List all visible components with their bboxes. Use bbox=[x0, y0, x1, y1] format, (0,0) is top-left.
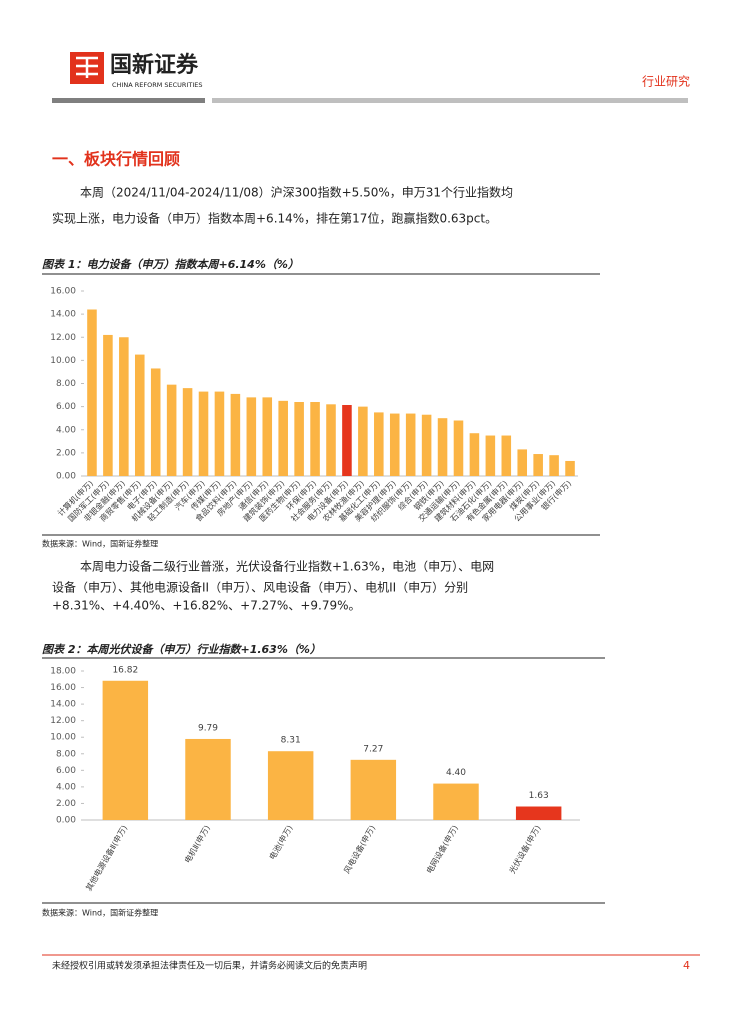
bar bbox=[485, 435, 496, 476]
bar bbox=[565, 460, 575, 476]
y-tick-label: 2.00 bbox=[56, 799, 76, 809]
bar bbox=[350, 759, 397, 820]
data-label: 1.63 bbox=[529, 791, 549, 801]
brand-en: CHINA REFORM SECURITIES bbox=[112, 81, 202, 89]
bar bbox=[198, 391, 209, 476]
y-tick-label: 18.00 bbox=[50, 667, 76, 677]
logo-glyph bbox=[76, 56, 98, 78]
bar bbox=[102, 680, 149, 820]
y-tick-label: 8.00 bbox=[56, 749, 76, 759]
bar bbox=[437, 418, 448, 476]
bar bbox=[515, 806, 562, 820]
paragraph: 本周（2024/11/04-2024/11/08）沪深300指数+5.50%，申… bbox=[80, 185, 513, 200]
y-tick-label: 2.00 bbox=[56, 448, 76, 458]
bar bbox=[267, 751, 314, 820]
y-tick-label: 14.00 bbox=[50, 700, 76, 710]
y-tick-label: 10.00 bbox=[50, 356, 76, 366]
bar bbox=[358, 406, 368, 476]
section-title: 一、板块行情回顾 bbox=[52, 150, 180, 169]
y-tick-label: 6.00 bbox=[56, 766, 76, 776]
paragraph: 实现上涨，电力设备（申万）指数本周+6.14%，排在第17位，跑赢指数0.63p… bbox=[52, 211, 497, 226]
paragraph: +8.31%、+4.40%、+16.82%、+7.27%、+9.79%。 bbox=[52, 599, 361, 613]
y-tick-label: 4.00 bbox=[56, 425, 76, 435]
bar bbox=[278, 400, 288, 476]
data-label: 9.79 bbox=[198, 723, 218, 733]
data-label: 16.82 bbox=[112, 665, 138, 675]
y-tick-label: 14.00 bbox=[50, 310, 76, 320]
y-tick-label: 16.00 bbox=[50, 287, 76, 297]
bar bbox=[185, 738, 231, 820]
bar bbox=[469, 433, 480, 476]
bar bbox=[294, 402, 304, 476]
data-label: 8.31 bbox=[281, 736, 301, 746]
bar bbox=[230, 393, 241, 476]
bar bbox=[214, 391, 225, 476]
x-tick-label: 电网设备(申万) bbox=[424, 823, 460, 875]
bar bbox=[119, 337, 129, 476]
data-label: 7.27 bbox=[363, 744, 383, 754]
bar bbox=[310, 402, 320, 476]
y-tick-label: 6.00 bbox=[56, 402, 76, 412]
bar bbox=[549, 455, 559, 476]
bar bbox=[453, 420, 464, 476]
data-label: 4.40 bbox=[446, 768, 466, 778]
chart-title: 图表 2：本周光伏设备（申万）行业指数+1.63%（%） bbox=[42, 643, 321, 656]
x-tick-label: 电机Ⅱ(申万) bbox=[182, 823, 212, 865]
bar bbox=[166, 384, 177, 476]
bar bbox=[150, 368, 161, 476]
bar bbox=[262, 397, 273, 476]
bar bbox=[326, 404, 336, 476]
source: 数据来源：Wind，国新证券整理 bbox=[42, 908, 158, 918]
bar bbox=[421, 414, 432, 476]
bar bbox=[87, 309, 97, 476]
bar bbox=[433, 783, 479, 820]
x-tick-label: 其他电源设备Ⅱ(申万) bbox=[83, 823, 129, 892]
y-tick-label: 8.00 bbox=[56, 379, 76, 389]
doc-tag: 行业研究 bbox=[642, 74, 690, 89]
bar bbox=[246, 397, 257, 476]
y-tick-label: 0.00 bbox=[56, 816, 76, 826]
header-bar bbox=[212, 98, 688, 103]
x-tick-label: 电池(申万) bbox=[267, 823, 295, 861]
page-number: 4 bbox=[683, 959, 690, 972]
x-tick-label: 风电设备(申万) bbox=[341, 823, 377, 875]
x-tick-label: 光伏设备(申万) bbox=[507, 823, 543, 875]
y-tick-label: 16.00 bbox=[50, 683, 76, 693]
paragraph: 本周电力设备二级行业普涨，光伏设备行业指数+1.63%，电池（申万）、电网 bbox=[80, 559, 494, 574]
bar bbox=[342, 405, 352, 476]
bar bbox=[103, 334, 113, 476]
bar bbox=[389, 413, 400, 476]
y-tick-label: 12.00 bbox=[50, 333, 76, 343]
bar bbox=[501, 435, 512, 476]
chart-title: 图表 1：电力设备（申万）指数本周+6.14%（%） bbox=[42, 258, 299, 271]
paragraph: 设备（申万）、其他电源设备II（申万）、风电设备（申万）、电机II（申万）分别 bbox=[52, 581, 468, 595]
y-tick-label: 12.00 bbox=[50, 716, 76, 726]
y-tick-label: 4.00 bbox=[56, 782, 76, 792]
bar bbox=[374, 412, 384, 476]
bar bbox=[182, 388, 193, 476]
brand: 国新证券 bbox=[110, 52, 199, 78]
y-tick-label: 10.00 bbox=[50, 733, 76, 743]
bar bbox=[405, 413, 416, 476]
bar bbox=[533, 454, 543, 476]
header-bar bbox=[52, 98, 205, 103]
disclaimer: 未经授权引用或转发须承担法律责任及一切后果，并请务必阅读文后的免责声明 bbox=[52, 960, 367, 972]
source: 数据来源：Wind，国新证券整理 bbox=[42, 539, 158, 549]
y-tick-label: 0.00 bbox=[56, 472, 76, 482]
bar bbox=[517, 449, 528, 476]
bar bbox=[134, 354, 145, 476]
